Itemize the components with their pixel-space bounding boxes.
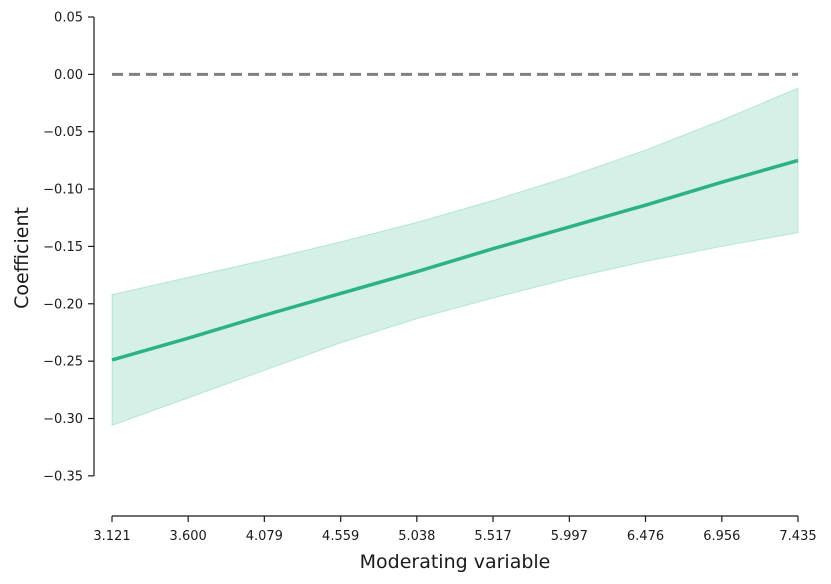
y-tick-label: −0.30 bbox=[43, 412, 83, 427]
x-axis-title: Moderating variable bbox=[360, 551, 551, 573]
y-tick-label: 0.00 bbox=[54, 68, 83, 83]
confidence-band bbox=[111, 87, 799, 427]
x-tick-label: 3.121 bbox=[93, 529, 130, 544]
y-tick-label: −0.10 bbox=[43, 183, 83, 198]
x-tick-label: 5.038 bbox=[398, 529, 435, 544]
y-axis-title: Coefficient bbox=[11, 207, 33, 309]
x-tick-label: 5.517 bbox=[474, 529, 511, 544]
y-tick-label: −0.25 bbox=[43, 355, 83, 370]
x-tick-label: 4.559 bbox=[322, 529, 359, 544]
x-tick-label: 7.435 bbox=[779, 529, 816, 544]
x-tick-label: 5.997 bbox=[551, 529, 588, 544]
x-tick-label: 3.600 bbox=[170, 529, 207, 544]
y-tick-label: −0.05 bbox=[43, 125, 83, 140]
y-tick-label: −0.15 bbox=[43, 240, 83, 255]
x-tick-label: 6.956 bbox=[703, 529, 740, 544]
y-tick-label: −0.35 bbox=[43, 469, 83, 484]
x-tick-label: 4.079 bbox=[246, 529, 283, 544]
x-tick-label: 6.476 bbox=[627, 529, 664, 544]
y-tick-label: 0.05 bbox=[54, 11, 83, 26]
series-line-0 bbox=[111, 158, 799, 362]
y-tick-label: −0.20 bbox=[43, 297, 83, 312]
